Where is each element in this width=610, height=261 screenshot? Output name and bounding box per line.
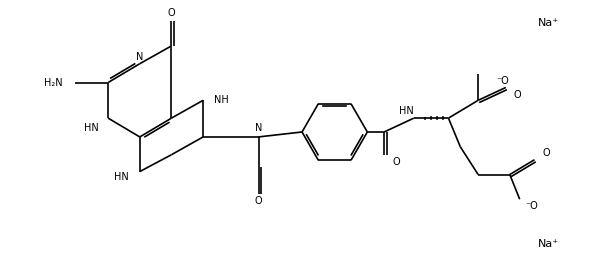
Text: HN: HN bbox=[84, 123, 99, 133]
Text: H₂N: H₂N bbox=[44, 78, 63, 87]
Text: HN: HN bbox=[399, 106, 414, 116]
Text: ⁻O: ⁻O bbox=[526, 201, 539, 211]
Text: O: O bbox=[514, 90, 522, 100]
Text: HN: HN bbox=[114, 173, 129, 182]
Text: O: O bbox=[392, 157, 400, 167]
Text: Na⁺: Na⁺ bbox=[537, 18, 559, 28]
Text: ⁻O: ⁻O bbox=[496, 75, 509, 86]
Text: N: N bbox=[255, 123, 262, 133]
Text: N: N bbox=[136, 52, 143, 62]
Text: O: O bbox=[255, 196, 262, 206]
Text: Na⁺: Na⁺ bbox=[537, 239, 559, 249]
Text: O: O bbox=[542, 148, 550, 158]
Text: O: O bbox=[168, 8, 175, 18]
Text: NH: NH bbox=[214, 95, 229, 105]
